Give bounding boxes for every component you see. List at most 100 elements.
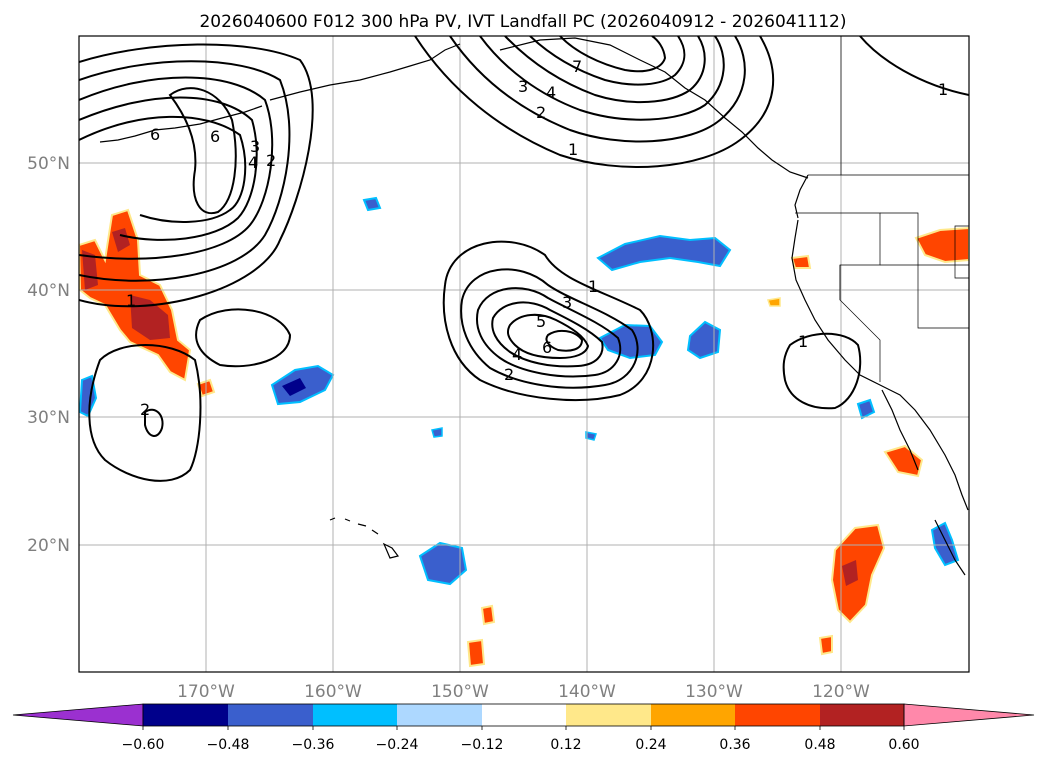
- lat-label: 20°N: [27, 536, 70, 556]
- lon-label: 120°W: [812, 682, 870, 702]
- bc-coast: [794, 174, 809, 219]
- colorbar-swatch: [820, 704, 904, 726]
- contour-west-4: [79, 96, 258, 241]
- colorbar-swatch: [397, 704, 482, 726]
- contour-west-6: [168, 87, 237, 215]
- contour-label: 6: [542, 338, 552, 357]
- contour-southwest-inner: [144, 408, 164, 437]
- anomaly-positive-small-4: [480, 604, 496, 626]
- mexico-coast: [934, 519, 966, 576]
- anomaly-strong-west-3: [112, 228, 130, 252]
- aleutian-islands: [99, 105, 263, 143]
- contour-northeast: [859, 36, 969, 96]
- colorbar-extend-high: [903, 703, 1035, 727]
- contour-center-4: [491, 301, 604, 368]
- map-area: 6 6 3 4 2 2 1 1 3 5 6 4 2 7 4 3 2 1 1 1: [79, 36, 969, 672]
- anomaly-positive-east-3: [830, 523, 886, 624]
- contour-label: 3: [250, 137, 260, 156]
- contour-east-1: [782, 332, 862, 410]
- colorbar-swatch: [735, 704, 820, 726]
- lon-label: 140°W: [558, 682, 616, 702]
- anomaly-positive-small-5: [790, 254, 812, 269]
- colorbar-swatch: [651, 704, 735, 726]
- anomaly-negative-9: [431, 427, 443, 438]
- hawaiian-islands: [329, 517, 400, 559]
- colorbar-extend-low: [12, 703, 144, 727]
- contour-label: 4: [248, 153, 258, 172]
- colorbar-ticks: [142, 726, 905, 730]
- anomaly-negative-10: [585, 431, 597, 441]
- colorbar-swatch: [482, 704, 566, 726]
- contour-west-3: [79, 76, 274, 260]
- contour-label: 1: [798, 332, 808, 351]
- contour-center-3: [476, 287, 622, 378]
- colorbar-tick-label: 0.12: [550, 737, 581, 753]
- contour-label: 3: [518, 77, 528, 96]
- anomaly-strong-east: [842, 560, 858, 586]
- longitude-labels: 170°W 160°W 150°W 140°W 130°W 120°W: [177, 682, 870, 702]
- contour-label: 1: [568, 140, 578, 159]
- contour-label: 2: [140, 400, 150, 419]
- contour-center-1: [442, 240, 655, 401]
- map-frame: [78, 35, 970, 673]
- graticule: [79, 36, 969, 672]
- anomaly-positive-east-1: [914, 226, 969, 264]
- us-west-coast: [791, 219, 969, 511]
- colorbar-tick-label: −0.24: [376, 737, 419, 753]
- contour-label: 4: [512, 345, 522, 364]
- anomaly-negative-4: [686, 320, 722, 360]
- colorbar-tick-label: 0.36: [719, 737, 750, 753]
- anomaly-negative-5: [418, 541, 468, 586]
- contour-north-4: [504, 36, 706, 104]
- colorbar-swatch: [313, 704, 397, 726]
- contour-label: 5: [536, 312, 546, 331]
- lat-label: 50°N: [27, 154, 70, 174]
- colorbar-tick-label: −0.12: [461, 737, 504, 753]
- contour-west-5: [79, 115, 247, 223]
- contour-label: 1: [588, 277, 598, 296]
- colorbar-swatch: [228, 704, 313, 726]
- map-title: 2026040600 F012 300 hPa PV, IVT Landfall…: [199, 12, 846, 32]
- contour-label: 2: [266, 151, 276, 170]
- contour-label: 2: [536, 103, 546, 122]
- anomaly-positive-east-2: [883, 444, 924, 478]
- contour-label: 7: [572, 57, 582, 76]
- pv-contours: [79, 36, 969, 482]
- contour-center-5: [506, 313, 590, 360]
- colorbar-swatch: [143, 704, 228, 726]
- colorbar-tick-label: 0.60: [888, 737, 919, 753]
- contour-southwest: [88, 344, 202, 482]
- lon-label: 130°W: [685, 682, 743, 702]
- contour-north-6: [559, 36, 667, 73]
- contour-north-1: [414, 36, 775, 168]
- anomaly-negative-8: [930, 521, 960, 567]
- colorbar: −0.60 −0.48 −0.36 −0.24 −0.12 0.12 0.24 …: [12, 703, 1035, 753]
- colorbar-tick-label: 0.48: [804, 737, 835, 753]
- lat-label: 40°N: [27, 281, 70, 301]
- contour-north-2: [449, 36, 746, 143]
- anomaly-positive-small-3: [466, 638, 486, 668]
- lon-label: 170°W: [177, 682, 235, 702]
- contour-center-6: [545, 329, 584, 352]
- anomaly-negative-2: [596, 234, 732, 272]
- contour-label: 6: [210, 127, 220, 146]
- anomaly-negative-6: [362, 196, 382, 212]
- contour-label: 1: [938, 80, 948, 99]
- coastlines: [99, 37, 969, 576]
- contour-label: 2: [504, 365, 514, 384]
- colorbar-tick-label: −0.36: [292, 737, 335, 753]
- contour-west-low: [195, 308, 292, 368]
- alaska-coast: [269, 37, 809, 179]
- anomaly-negative-3: [598, 323, 664, 360]
- contour-labels: 6 6 3 4 2 2 1 1 3 5 6 4 2 7 4 3 2 1 1 1: [126, 57, 948, 419]
- contour-label: 3: [562, 293, 572, 312]
- lon-label: 150°W: [431, 682, 489, 702]
- contour-west-1: [79, 43, 314, 308]
- baja-california: [881, 389, 919, 471]
- anomaly-very-negative-1: [282, 378, 306, 396]
- anomaly-positive-small-6: [767, 297, 781, 307]
- contour-label: 1: [126, 291, 136, 310]
- contour-west-2: [79, 60, 291, 282]
- latitude-labels: 50°N 40°N 30°N 20°N: [27, 154, 70, 556]
